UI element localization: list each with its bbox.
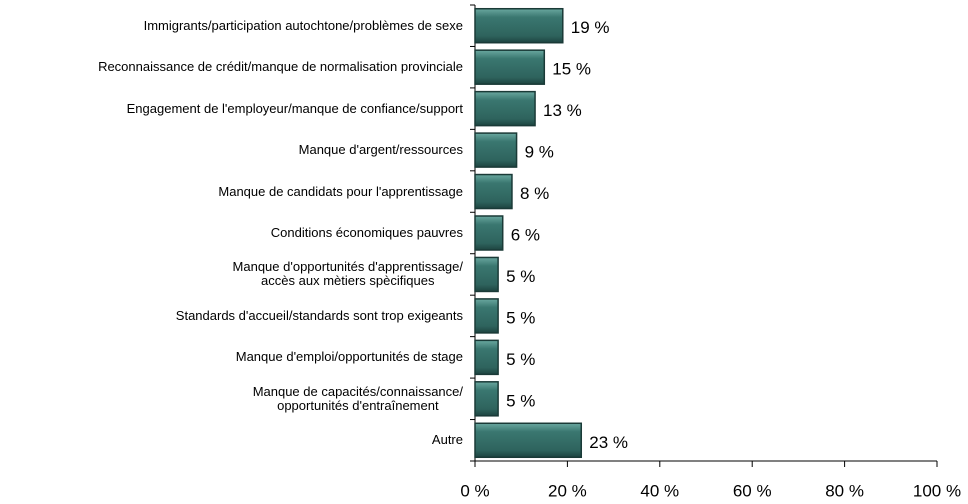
y-tick-label: Manque de candidats pour l'apprentissage xyxy=(218,183,463,199)
y-tick-label: Reconnaissance de crédit/manque de norma… xyxy=(98,59,463,75)
value-label: 23 % xyxy=(589,433,628,452)
x-tick-label: 40 % xyxy=(640,481,679,500)
value-label: 5 % xyxy=(506,350,535,369)
bar xyxy=(474,422,583,459)
bar xyxy=(474,173,513,210)
bar xyxy=(474,49,546,85)
y-tick-label: Manque d'argent/ressources xyxy=(298,142,463,158)
x-tick-label: 0 % xyxy=(460,481,489,500)
value-label: 15 % xyxy=(552,60,591,79)
y-tick-label: Conditions économiques pauvres xyxy=(270,225,463,240)
bar xyxy=(474,256,499,293)
bar xyxy=(474,215,504,251)
value-label: 9 % xyxy=(525,143,554,162)
bar xyxy=(474,339,499,376)
bar xyxy=(474,132,518,168)
y-tick-label: Standards d'accueil/standards sont trop … xyxy=(175,307,463,323)
x-tick-label: 80 % xyxy=(825,481,864,500)
bar xyxy=(474,381,499,417)
value-label: 5 % xyxy=(506,308,535,327)
y-tick-label: Autre xyxy=(431,432,463,448)
value-label: 5 % xyxy=(506,267,535,286)
value-label: 5 % xyxy=(506,391,535,410)
x-tick-label: 100 % xyxy=(913,481,961,500)
y-tick-label: Immigrants/participation autochtone/prob… xyxy=(143,17,463,33)
y-tick-label: Engagement de l'employeur/manque de conf… xyxy=(126,100,463,116)
x-tick-label: 60 % xyxy=(733,481,772,500)
y-tick-label: Manque de capacités/connaissance/ opport… xyxy=(252,383,463,413)
x-tick-label: 20 % xyxy=(548,481,587,500)
y-tick-label: Manque d'opportunités d'apprentissage/ a… xyxy=(232,259,463,289)
y-tick-label: Manque d'emploi/opportunités de stage xyxy=(235,349,463,365)
value-label: 19 % xyxy=(571,18,610,37)
value-label: 6 % xyxy=(511,225,540,244)
value-label: 8 % xyxy=(520,184,549,203)
bar xyxy=(474,298,499,334)
bar xyxy=(474,7,564,44)
bar xyxy=(474,90,536,127)
value-label: 13 % xyxy=(543,101,582,120)
